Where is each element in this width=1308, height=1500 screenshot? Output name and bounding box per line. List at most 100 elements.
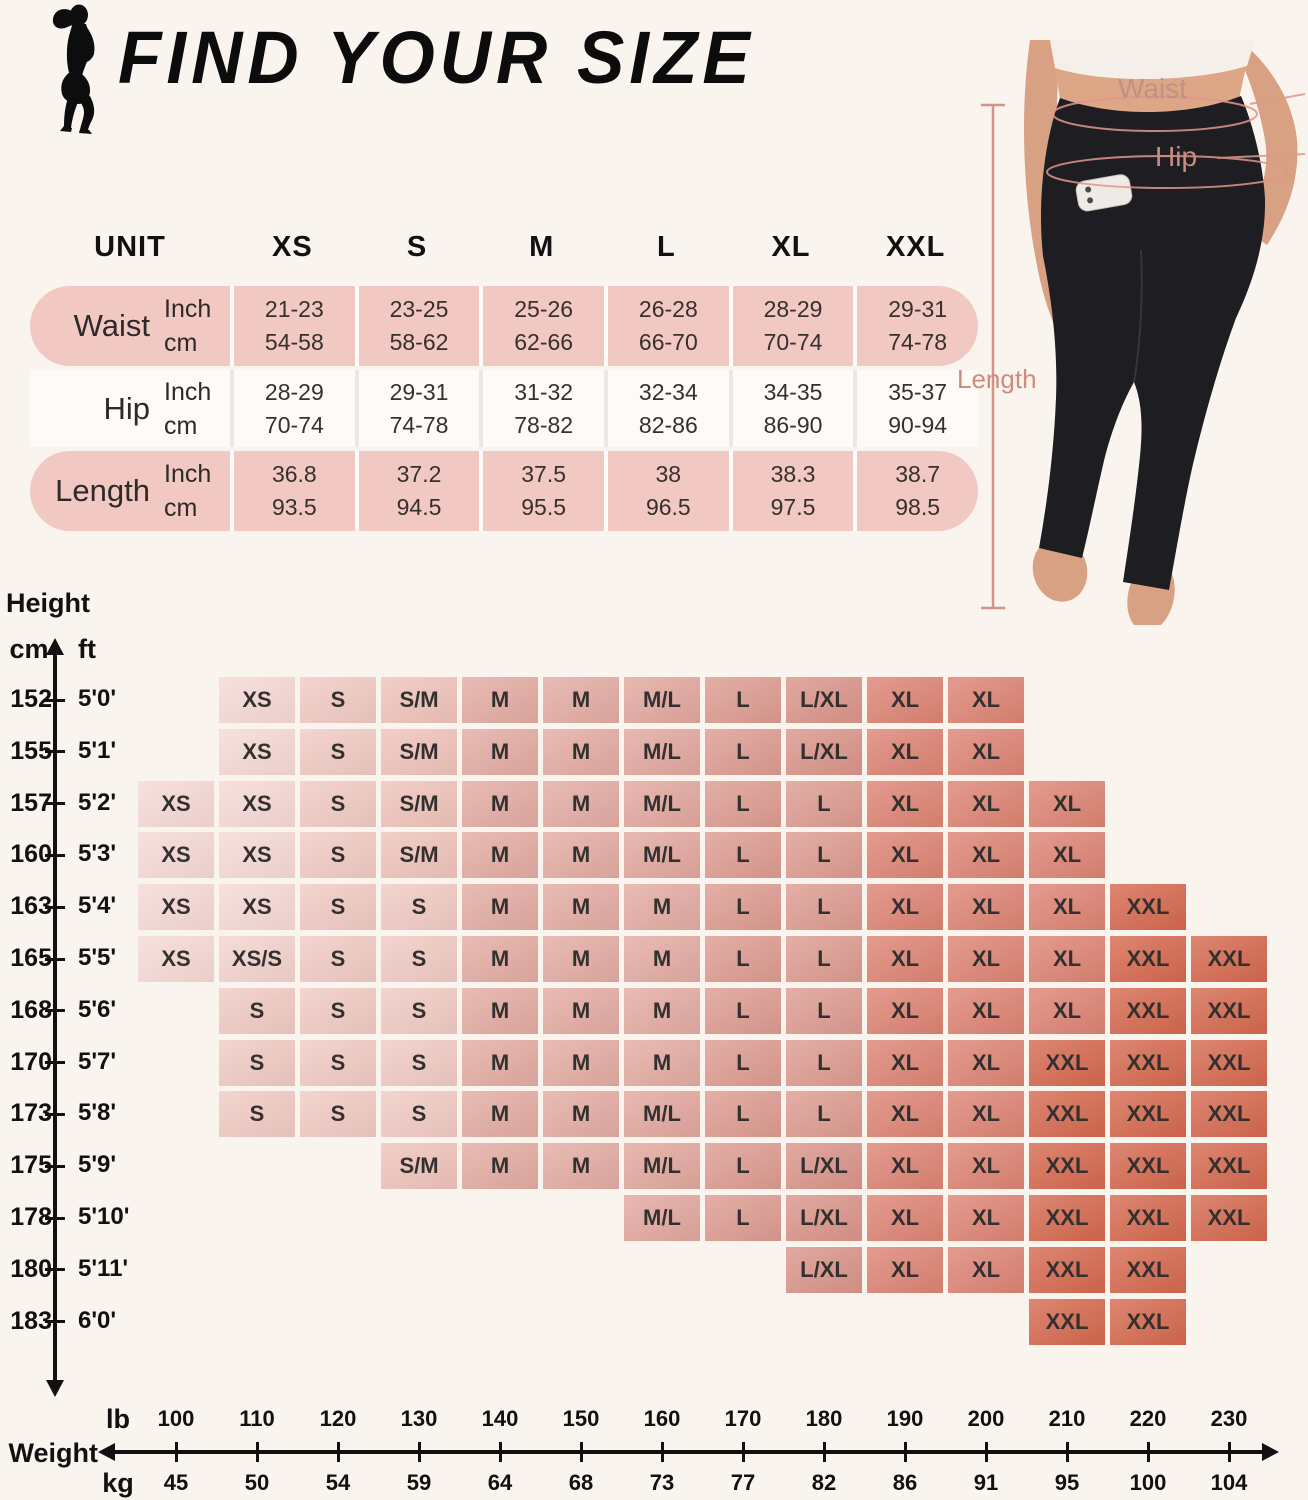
size-grid-cell: L [705, 1195, 781, 1241]
weight-lb-label: 130 [400, 1406, 438, 1431]
size-grid-cell: XL [948, 1143, 1024, 1190]
size-value-cell: 38.7 98.5 [853, 451, 978, 531]
size-grid-cell: XL [948, 1039, 1024, 1086]
height-cm-label: 168 [10, 995, 52, 1024]
size-value-cell: 29-31 74-78 [853, 286, 978, 366]
size-grid-cell: M [543, 780, 619, 827]
size-value-cell: 35-37 90-94 [853, 370, 978, 447]
size-grid-cell: S [300, 936, 376, 982]
size-grid-cell: M/L [624, 677, 700, 723]
weight-kg-label: 68 [568, 1470, 594, 1495]
size-grid-cell: XL [867, 1246, 943, 1293]
size-grid-cell: S [300, 1039, 376, 1086]
size-column-header: XL [771, 230, 811, 263]
height-ft-label: 5'9' [78, 1151, 117, 1179]
size-grid-cell: XXL [1110, 1039, 1186, 1086]
size-grid-cell: XXL [1191, 1195, 1267, 1241]
size-grid-cell: XXL [1191, 936, 1267, 982]
size-grid-cell: M [624, 884, 700, 931]
size-grid-cell: L [786, 1091, 862, 1138]
size-grid-cell: S [300, 728, 376, 775]
size-grid-cell: L [705, 987, 781, 1034]
height-axis-line [53, 652, 57, 1380]
size-grid-cell: M/L [624, 780, 700, 827]
size-grid-cell: S/M [381, 677, 457, 723]
size-grid-cell: L [786, 936, 862, 982]
size-grid-cell: L [705, 780, 781, 827]
size-grid-cell: XXL [1029, 1246, 1105, 1293]
unit-column-header: UNIT [94, 230, 166, 263]
size-table-rows: Waist Inch cm 21-23 54-58 23-25 58-62 25-26 62-6… [30, 286, 978, 531]
size-value-cell: 28-29 70-74 [230, 370, 355, 447]
size-grid-cell: S [300, 677, 376, 723]
weight-kg-label: 82 [811, 1470, 837, 1495]
height-ft-label: 5'0' [78, 685, 117, 712]
size-grid-cell: XL [867, 1143, 943, 1190]
size-value-cell: 26-28 66-70 [603, 286, 729, 366]
size-grid-cell: XS [138, 936, 214, 982]
size-grid-cell: L [786, 884, 862, 931]
height-unit-cm: cm [9, 634, 49, 664]
size-grid-cell: L [786, 832, 862, 879]
size-value-cell: 21-23 54-58 [230, 286, 355, 366]
size-value-cell: 36.8 93.5 [230, 451, 355, 531]
weight-kg-label: 91 [973, 1470, 999, 1495]
size-grid-cell: XL [948, 936, 1024, 982]
height-ft-label: 5'6' [78, 995, 117, 1023]
size-grid-cell: XXL [1029, 1091, 1105, 1138]
size-grid-cell: S [381, 1091, 457, 1138]
height-axis-arrow-down [46, 1380, 64, 1397]
size-grid-cell: M [543, 677, 619, 723]
size-grid-cell: S [381, 987, 457, 1034]
crop-top [1050, 40, 1255, 80]
size-grid-cell: S [381, 1039, 457, 1086]
size-grid-cell: S/M [381, 1143, 457, 1190]
size-grid-cell: M [543, 1143, 619, 1190]
weight-lb-label: 190 [886, 1406, 924, 1431]
weight-lb-label: 180 [805, 1406, 843, 1431]
height-ft-label: 5'11' [78, 1254, 129, 1282]
size-grid-cell: L/XL [786, 677, 862, 723]
leggings-photo: Waist Hip Length [957, 40, 1306, 625]
height-cm-label: 157 [10, 788, 52, 817]
size-grid-cell: M [543, 987, 619, 1034]
height-cm-label: 173 [10, 1099, 52, 1128]
size-grid-cell: XXL [1110, 1298, 1186, 1345]
height-cm-label: 178 [10, 1203, 52, 1231]
weight-kg-label: 104 [1210, 1470, 1248, 1495]
size-grid-cell: XL [948, 677, 1024, 723]
size-grid-cell: M [462, 1039, 538, 1086]
size-grid-cell: M [543, 1091, 619, 1138]
size-grid-cell: L [705, 1143, 781, 1190]
weight-kg-label: 64 [487, 1470, 513, 1495]
size-grid-cell: XXL [1110, 987, 1186, 1034]
height-cm-label: 155 [10, 736, 52, 765]
height-ft-label: 5'8' [78, 1099, 117, 1127]
size-grid-cell: XXL [1029, 1039, 1105, 1086]
size-grid-cell: M/L [624, 1091, 700, 1138]
size-column-header: L [656, 230, 676, 263]
size-grid-cell: L/XL [786, 1246, 862, 1293]
size-grid-cell: XXL [1191, 1039, 1267, 1086]
unit-cell: Inch cm [164, 460, 212, 522]
size-grid-cell: M/L [624, 1143, 700, 1190]
size-grid-cell: XS [219, 832, 295, 879]
weight-lb-label: 170 [724, 1406, 762, 1431]
height-axis-title: Height [6, 588, 90, 618]
size-grid-cell: XS [219, 728, 295, 775]
size-grid-cell: M [543, 832, 619, 879]
size-value-cell: 28-29 70-74 [728, 286, 854, 366]
size-grid-cell: XL [867, 987, 943, 1034]
height-ft-label: 6'0' [78, 1306, 117, 1334]
size-table-row-length: Length Inch cm 36.8 93.5 37.2 94.5 37.5 95.5 38 96… [30, 451, 978, 531]
model-figure [1024, 40, 1298, 625]
weight-axis-arrow-right [1262, 1443, 1279, 1461]
size-grid-cell: S [300, 780, 376, 827]
size-grid-cell: L [705, 1091, 781, 1138]
hip-ellipse [1046, 153, 1306, 189]
size-grid-cell: L [705, 1039, 781, 1086]
weight-unit-kg: kg [102, 1468, 134, 1498]
height-ft-label: 5'1' [78, 736, 117, 764]
weight-kg-label: 45 [163, 1470, 189, 1495]
size-table-header: UNIT XS S M L XL XXL [30, 224, 978, 270]
